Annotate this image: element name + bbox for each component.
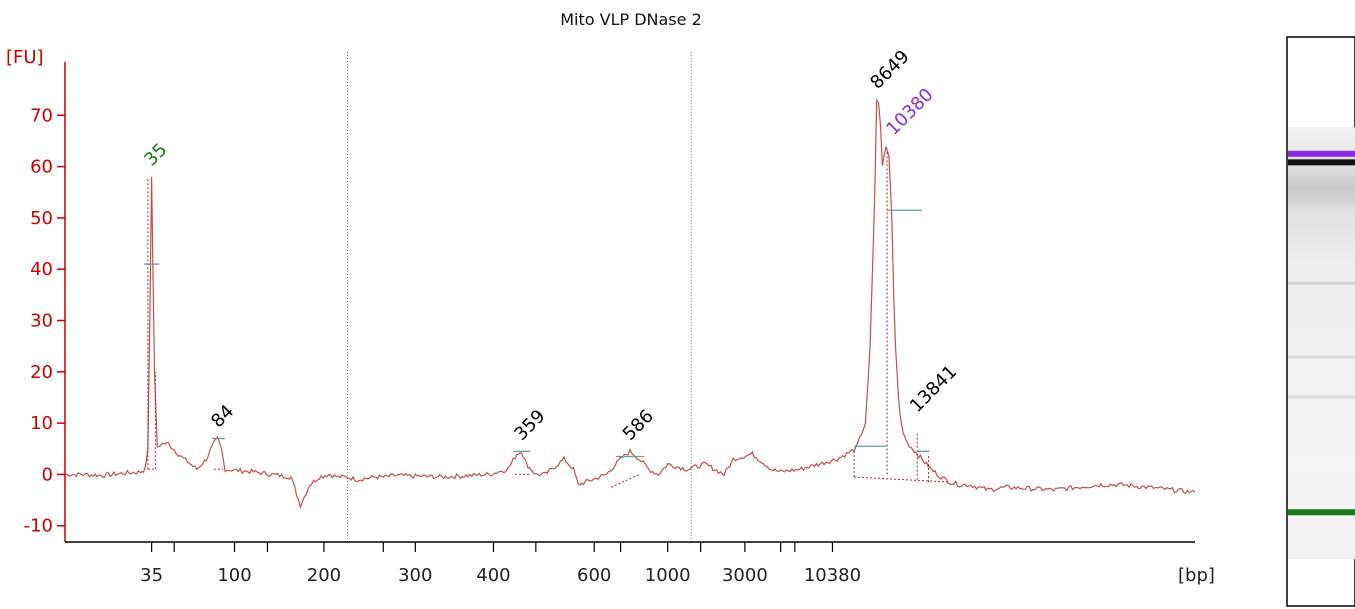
gel-smear	[1288, 127, 1355, 473]
peak-586-base	[610, 473, 640, 488]
y-tick-label-20: 20	[30, 362, 53, 383]
y-tick-label-50: 50	[30, 208, 53, 229]
trace-line	[64, 98, 1196, 510]
peak-label-359: 359	[510, 406, 549, 445]
x-tick-label-8: 10380	[804, 565, 861, 586]
gel-band-5	[1288, 509, 1355, 516]
chart-title: Mito VLP DNase 2	[560, 10, 702, 29]
x-tick-label-4: 400	[476, 565, 510, 586]
gel-band-4	[1288, 395, 1355, 399]
x-axis-ticks: 35 100 200 300 400 600 1000 3000 10380	[140, 542, 861, 586]
gel-band-1	[1288, 159, 1355, 166]
x-tick-label-1: 100	[217, 565, 251, 586]
peak-label-586: 586	[619, 406, 658, 445]
peak-label-84: 84	[207, 401, 238, 432]
axes	[64, 62, 1195, 543]
x-tick-label-7: 3000	[722, 565, 768, 586]
x-tick-label-6: 1000	[645, 565, 691, 586]
y-tick-label--10: -10	[24, 516, 53, 537]
x-tick-label-2: 200	[307, 565, 341, 586]
peak-label-10380: 10380	[882, 84, 937, 139]
y-tick-label-60: 60	[30, 157, 53, 178]
y-axis-label: [FU]	[6, 47, 44, 68]
x-tick-label-5: 600	[577, 565, 611, 586]
y-tick-label-40: 40	[30, 259, 53, 280]
x-axis-label: [bp]	[1178, 565, 1215, 586]
gel-band-3	[1288, 355, 1355, 359]
x-tick-label-0: 35	[140, 565, 163, 586]
gel-lane	[1286, 36, 1355, 607]
y-tick-label-0: 0	[42, 464, 53, 485]
y-tick-label-30: 30	[30, 311, 53, 332]
peak-label-13841: 13841	[906, 361, 961, 416]
grid-lines	[347, 52, 692, 542]
y-axis-ticks: -10 0 10 20 30 40 50 60 70	[24, 105, 65, 537]
peak-label-8649: 8649	[866, 46, 913, 93]
gel-band-0	[1288, 150, 1355, 157]
main-peak-base	[854, 476, 951, 483]
y-tick-label-10: 10	[30, 413, 53, 434]
gel-band-2	[1288, 281, 1355, 285]
x-tick-label-3: 300	[398, 565, 432, 586]
y-tick-label-70: 70	[30, 105, 53, 126]
trace-layer	[64, 98, 1196, 510]
peak-label-35: 35	[140, 139, 171, 170]
